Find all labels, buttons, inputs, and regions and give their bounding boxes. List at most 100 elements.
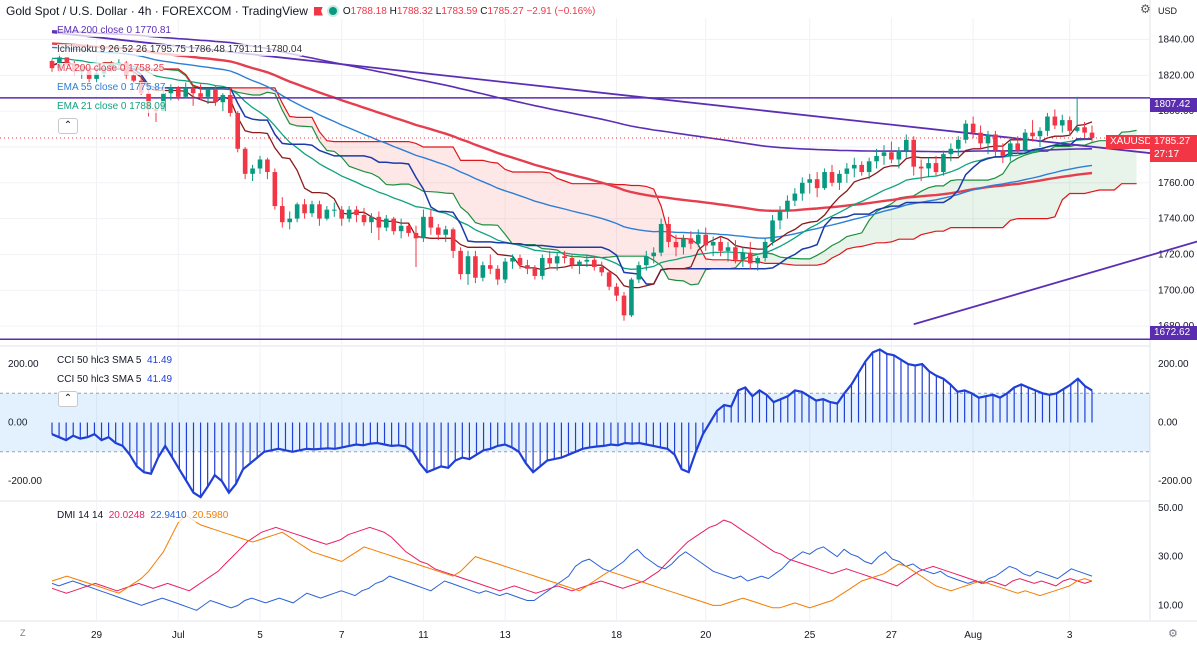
ichimoku-cloud-segment — [1032, 151, 1040, 219]
candle-body — [577, 261, 582, 266]
candle-body — [547, 258, 553, 264]
candle-body — [398, 225, 404, 232]
ichimoku-cloud-segment — [430, 146, 439, 193]
ichimoku-cloud-segment — [1002, 162, 1011, 228]
candle-body — [562, 256, 567, 259]
collapse-cci-legend-button[interactable]: ⌃ — [58, 391, 78, 407]
candle-body — [896, 150, 902, 160]
candle-body — [747, 252, 753, 264]
gear-icon[interactable]: ⚙ — [1140, 2, 1151, 16]
candle-body — [859, 164, 865, 173]
flag-icon[interactable] — [313, 6, 323, 16]
candle-body — [190, 87, 196, 94]
cci-left-tick-label: 0.00 — [8, 418, 28, 429]
ichimoku-cloud-segment — [891, 198, 899, 242]
candle-body — [1007, 143, 1013, 156]
ichimoku-cloud-segment — [579, 183, 587, 258]
candle-body — [272, 172, 278, 207]
legend-ichimoku[interactable]: Ichimoku 9 26 52 26 1795.75 1786.48 1791… — [57, 44, 303, 56]
ichimoku-cloud-segment — [534, 172, 543, 249]
cci-line — [51, 348, 1093, 499]
candle-body — [666, 223, 671, 242]
candle-body — [978, 132, 983, 144]
ichimoku-cloud-segment — [869, 211, 877, 245]
candle-body — [57, 57, 62, 69]
candle-body — [762, 241, 768, 259]
ichimoku-cloud-segment — [378, 141, 387, 185]
ichimoku-cloud-segment — [638, 185, 647, 257]
cci-left-tick-label: -200.00 — [8, 476, 42, 487]
ichimoku-cloud-segment — [676, 238, 684, 281]
ichimoku-cloud-segment — [557, 178, 565, 255]
collapse-legend-button[interactable]: ⌃ — [58, 118, 78, 134]
gear-icon[interactable]: ⚙ — [1168, 628, 1178, 640]
candle-body — [458, 250, 463, 275]
ichimoku-cloud-segment — [564, 181, 572, 257]
time-tick-label: 20 — [700, 630, 712, 641]
price-tick-label: 1760.00 — [1158, 178, 1195, 189]
ichimoku-cloud-segment — [341, 141, 350, 167]
candle-body — [443, 229, 449, 235]
candle-body — [740, 252, 746, 260]
ichimoku-cloud-segment — [646, 186, 654, 261]
ichimoku-cloud-segment — [988, 177, 996, 228]
candle-body — [376, 216, 382, 228]
ichimoku-cloud-segment — [832, 241, 840, 259]
ichimoku-cloud-segment — [572, 183, 580, 257]
legend-dmi[interactable]: DMI 14 14 20.0248 22.9410 20.5980 — [57, 510, 229, 522]
candle-body — [525, 265, 530, 269]
candle-body — [785, 200, 790, 212]
ichimoku-cloud-segment — [445, 146, 454, 194]
candle-body — [591, 259, 597, 267]
candle-body — [792, 193, 798, 201]
candle-body — [487, 265, 493, 269]
ichimoku-cloud-segment — [809, 255, 818, 266]
legend-ma200[interactable]: MA 200 close 0 1758.25 — [57, 63, 165, 75]
resistance-price-box: 1807.42 — [1150, 98, 1197, 112]
legend-ema21[interactable]: EMA 21 close 0 1788.09 — [57, 101, 166, 113]
candle-body — [636, 265, 642, 280]
zoom-button[interactable]: Z — [20, 628, 26, 638]
ichimoku-cloud-segment — [468, 160, 476, 223]
ichimoku-cloud-segment — [787, 258, 795, 266]
candle-body — [911, 139, 917, 167]
candle-body — [874, 155, 879, 162]
ichimoku-cloud-segment — [312, 117, 320, 142]
ichimoku-cloud-segment — [906, 195, 914, 240]
legend-cci-2[interactable]: CCI 50 hlc3 SMA 5 41.49 — [57, 374, 173, 386]
legend-cci-1[interactable]: CCI 50 hlc3 SMA 5 41.49 — [57, 355, 173, 367]
candle-body — [287, 218, 293, 223]
ichimoku-cloud-segment — [490, 162, 498, 226]
ichimoku-cloud-segment — [943, 180, 951, 232]
candle-body — [502, 261, 508, 280]
candle-body — [539, 258, 545, 276]
candle-body — [1082, 127, 1087, 133]
ichimoku-cloud-segment — [683, 238, 691, 285]
candle-body — [710, 241, 716, 246]
ichimoku-cloud-segment — [794, 258, 803, 266]
symbol-title[interactable]: Gold Spot / U.S. Dollar · 4h · FOREXCOM … — [6, 4, 308, 18]
ichimoku-cloud-segment — [846, 234, 855, 250]
candle-body — [1022, 132, 1028, 151]
candle-body — [703, 234, 709, 246]
candle-body — [970, 123, 976, 133]
symbol-tag: XAUUSD — [1106, 135, 1152, 149]
candle-body — [1030, 132, 1035, 137]
dmi-tick-label: 10.00 — [1158, 600, 1183, 611]
legend-ema55[interactable]: EMA 55 close 0 1775.87 — [57, 82, 166, 94]
ichimoku-cloud-segment — [965, 180, 974, 228]
candle-body — [822, 172, 827, 189]
candle-body — [220, 95, 226, 103]
time-tick-label: 25 — [804, 630, 816, 641]
candle-body — [198, 93, 203, 97]
candle-body — [421, 216, 426, 239]
currency-label[interactable]: USD — [1158, 6, 1178, 16]
candle-body — [406, 225, 411, 233]
ichimoku-cloud-segment — [973, 180, 981, 228]
candle-body — [205, 89, 211, 97]
legend-ema200[interactable]: EMA 200 close 0 1770.81 — [57, 25, 171, 37]
candle-body — [94, 73, 99, 79]
ichimoku-cloud-segment — [482, 160, 491, 225]
candle-body — [673, 241, 679, 248]
